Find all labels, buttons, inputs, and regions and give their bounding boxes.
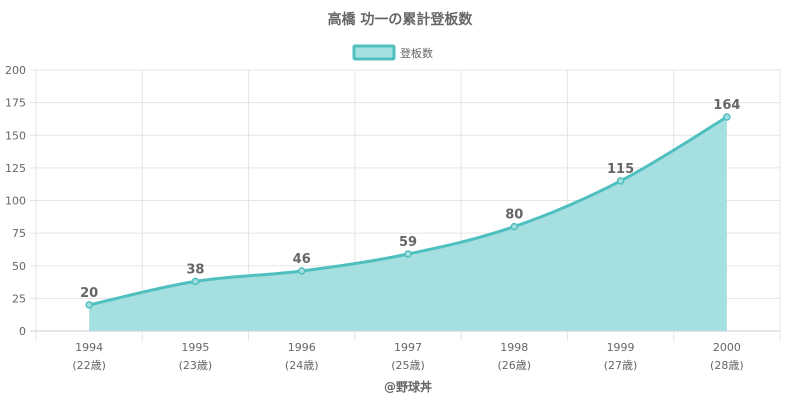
credit-text: @野球丼 [384, 379, 432, 394]
data-point [297, 267, 306, 275]
series-area [85, 113, 731, 331]
data-point [191, 277, 200, 286]
x-tick-label: 1998 [500, 341, 528, 354]
y-tick-label: 175 [5, 97, 26, 110]
x-tick-label: 1996 [288, 341, 316, 354]
x-tick-sublabel: (25歳) [391, 359, 425, 372]
x-tick-sublabel: (22歳) [72, 359, 106, 372]
chart-title: 高橋 功一の累計登板数 [328, 11, 474, 28]
y-tick-label: 100 [5, 195, 26, 208]
x-tick-label: 2000 [713, 341, 741, 354]
legend[interactable]: 登板数 [352, 44, 433, 61]
data-label: 80 [505, 208, 523, 223]
y-tick-label: 150 [5, 129, 26, 142]
data-point [85, 301, 93, 309]
x-tick-sublabel: (26歳) [497, 359, 531, 372]
x-axis: 1994 (22歳) 1995 (23歳) 1996 (24歳) 1997 (25歳) 1998… [72, 341, 743, 372]
series-area-fill [89, 116, 727, 331]
data-label: 46 [293, 252, 311, 267]
x-tick-label: 1997 [394, 341, 422, 354]
legend-swatch [352, 44, 396, 61]
y-tick-label: 0 [19, 325, 26, 338]
x-tick-sublabel: (24歳) [285, 359, 319, 372]
x-tick-label: 1995 [181, 341, 209, 354]
data-label: 115 [607, 162, 634, 177]
y-tick-label: 200 [5, 64, 26, 77]
data-point [510, 222, 519, 231]
x-tick-label: 1994 [75, 341, 103, 354]
data-point [616, 177, 625, 185]
x-tick-sublabel: (28歳) [710, 359, 744, 372]
data-point [404, 250, 412, 258]
legend-label: 登板数 [400, 46, 433, 60]
x-tick-label: 1999 [607, 341, 635, 354]
data-label: 59 [399, 235, 417, 250]
y-axis: 0 25 50 75 100 125 150 175 200 [5, 64, 26, 338]
data-point [723, 113, 731, 121]
x-tick-sublabel: (27歳) [604, 359, 638, 372]
data-label: 38 [186, 262, 204, 277]
y-tick-label: 125 [5, 162, 26, 175]
data-labels: 20 38 46 59 80 115 164 [80, 98, 740, 301]
y-tick-label: 25 [12, 292, 26, 305]
data-label: 20 [80, 286, 98, 301]
y-tick-label: 75 [12, 227, 26, 240]
data-label: 164 [713, 98, 740, 113]
y-tick-label: 50 [12, 260, 26, 273]
x-tick-sublabel: (23歳) [179, 359, 213, 372]
